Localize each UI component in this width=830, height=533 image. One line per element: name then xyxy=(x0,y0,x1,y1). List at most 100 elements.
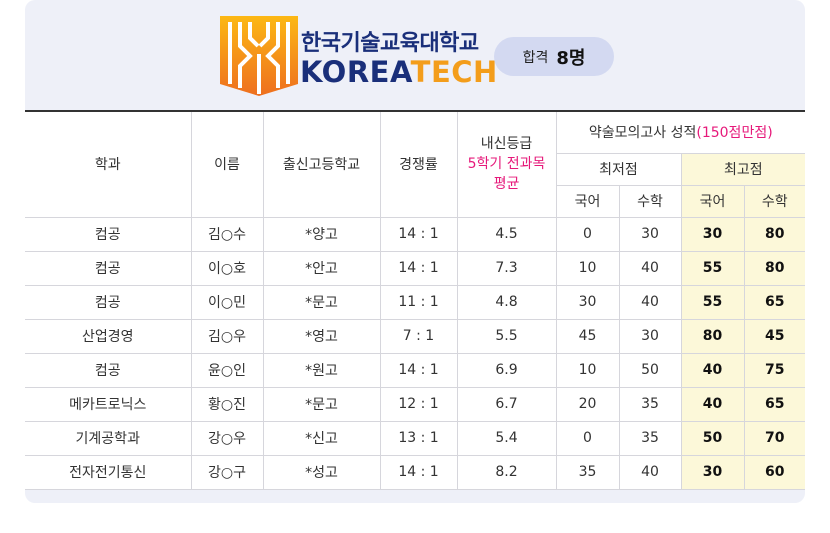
cell-max-math: 45 xyxy=(743,318,806,354)
header-school: 출신고등학교 xyxy=(262,110,381,218)
cell-max-math: 75 xyxy=(743,352,806,388)
cell-ratio: 12 : 1 xyxy=(379,386,458,422)
cell-min-math: 50 xyxy=(618,352,682,388)
cell-ratio: 14 : 1 xyxy=(379,250,458,286)
cell-max-kor: 30 xyxy=(680,216,745,252)
table-row: 전자전기통신 강○구 *성고 14 : 1 8.2 35 40 30 60 xyxy=(25,454,806,490)
cell-grade: 6.9 xyxy=(456,352,557,388)
cell-max-math: 65 xyxy=(743,284,806,320)
cell-min-kor: 45 xyxy=(555,318,620,354)
cell-school: *원고 xyxy=(262,352,381,388)
cell-max-math: 60 xyxy=(743,454,806,490)
header-ratio: 경쟁률 xyxy=(379,110,458,218)
brand-name-english: KOREATECH xyxy=(300,55,498,89)
cell-max-math: 80 xyxy=(743,250,806,286)
header-grade-line1: 내신등급 xyxy=(480,136,533,153)
pass-label: 합격 xyxy=(522,49,549,66)
cell-grade: 8.2 xyxy=(456,454,557,490)
cell-min-kor: 30 xyxy=(555,284,620,320)
header-max-kor: 국어 xyxy=(680,184,745,218)
cell-dept: 컴공 xyxy=(25,216,192,252)
cell-grade: 4.8 xyxy=(456,284,557,320)
cell-min-math: 40 xyxy=(618,284,682,320)
cell-name: 윤○인 xyxy=(190,352,264,388)
brand-name-korean: 한국기술교육대학교 xyxy=(301,31,479,56)
header-min-math: 수학 xyxy=(618,184,682,218)
cell-name: 김○우 xyxy=(190,318,264,354)
cell-min-math: 30 xyxy=(618,216,682,252)
cell-dept: 기계공학과 xyxy=(25,420,192,456)
cell-ratio: 7 : 1 xyxy=(379,318,458,354)
cell-max-kor: 55 xyxy=(680,284,745,320)
cell-max-kor: 55 xyxy=(680,250,745,286)
header: 한국기술교육대학교 KOREATECH 합격 8명 xyxy=(25,0,805,110)
cell-school: *문고 xyxy=(262,284,381,320)
header-max-score: 최고점 xyxy=(680,152,806,186)
cell-school: *신고 xyxy=(262,420,381,456)
table-row: 메카트로닉스 황○진 *문고 12 : 1 6.7 20 35 40 65 xyxy=(25,386,806,422)
header-mock-title: 약술모의고사 성적 xyxy=(588,125,697,142)
header-name: 이름 xyxy=(190,110,264,218)
cell-dept: 컴공 xyxy=(25,352,192,388)
cell-school: *영고 xyxy=(262,318,381,354)
cell-min-kor: 0 xyxy=(555,420,620,456)
brand-tech: TECH xyxy=(410,55,498,89)
cell-max-kor: 40 xyxy=(680,352,745,388)
header-min-score: 최저점 xyxy=(555,152,682,186)
cell-name: 강○구 xyxy=(190,454,264,490)
header-grade-line2: 5학기 전과목 xyxy=(467,156,546,173)
cell-min-kor: 10 xyxy=(555,352,620,388)
table-row: 산업경영 김○우 *영고 7 : 1 5.5 45 30 80 45 xyxy=(25,318,806,354)
cell-name: 김○수 xyxy=(190,216,264,252)
header-mock-note: (150점만점) xyxy=(696,125,773,142)
header-mock-exam: 약술모의고사 성적(150점만점) xyxy=(555,110,806,154)
cell-min-kor: 20 xyxy=(555,386,620,422)
brand-korea: KOREA xyxy=(300,55,411,89)
cell-ratio: 13 : 1 xyxy=(379,420,458,456)
cell-ratio: 11 : 1 xyxy=(379,284,458,320)
cell-max-math: 70 xyxy=(743,420,806,456)
cell-max-kor: 40 xyxy=(680,386,745,422)
cell-grade: 5.4 xyxy=(456,420,557,456)
cell-min-kor: 10 xyxy=(555,250,620,286)
cell-ratio: 14 : 1 xyxy=(379,352,458,388)
cell-min-math: 40 xyxy=(618,250,682,286)
cell-max-kor: 50 xyxy=(680,420,745,456)
header-grade: 내신등급 5학기 전과목 평균 xyxy=(456,110,557,218)
cell-dept: 컴공 xyxy=(25,284,192,320)
cell-min-math: 35 xyxy=(618,386,682,422)
cell-name: 이○민 xyxy=(190,284,264,320)
cell-grade: 7.3 xyxy=(456,250,557,286)
cell-dept: 메카트로닉스 xyxy=(25,386,192,422)
cell-min-math: 35 xyxy=(618,420,682,456)
cell-min-math: 30 xyxy=(618,318,682,354)
table-row: 컴공 김○수 *양고 14 : 1 4.5 0 30 30 80 xyxy=(25,216,806,252)
header-grade-line3: 평균 xyxy=(493,176,520,193)
cell-max-kor: 80 xyxy=(680,318,745,354)
cell-name: 황○진 xyxy=(190,386,264,422)
cell-school: *성고 xyxy=(262,454,381,490)
cell-dept: 전자전기통신 xyxy=(25,454,192,490)
cell-name: 이○호 xyxy=(190,250,264,286)
results-card: 한국기술교육대학교 KOREATECH 합격 8명 학과 이름 출신고등학교 경… xyxy=(25,0,806,503)
cell-min-math: 40 xyxy=(618,454,682,490)
cell-school: *양고 xyxy=(262,216,381,252)
table-row: 컴공 이○민 *문고 11 : 1 4.8 30 40 55 65 xyxy=(25,284,806,320)
table-row: 기계공학과 강○우 *신고 13 : 1 5.4 0 35 50 70 xyxy=(25,420,806,456)
cell-name: 강○우 xyxy=(190,420,264,456)
cell-ratio: 14 : 1 xyxy=(379,454,458,490)
cell-min-kor: 35 xyxy=(555,454,620,490)
cell-ratio: 14 : 1 xyxy=(379,216,458,252)
cell-max-math: 65 xyxy=(743,386,806,422)
header-dept: 학과 xyxy=(25,110,192,218)
header-max-math: 수학 xyxy=(743,184,806,218)
cell-max-kor: 30 xyxy=(680,454,745,490)
cell-dept: 컴공 xyxy=(25,250,192,286)
cell-dept: 산업경영 xyxy=(25,318,192,354)
cell-grade: 6.7 xyxy=(456,386,557,422)
pass-count-badge: 합격 8명 xyxy=(494,37,614,76)
cell-school: *문고 xyxy=(262,386,381,422)
cell-school: *안고 xyxy=(262,250,381,286)
header-min-kor: 국어 xyxy=(555,184,620,218)
cell-grade: 4.5 xyxy=(456,216,557,252)
